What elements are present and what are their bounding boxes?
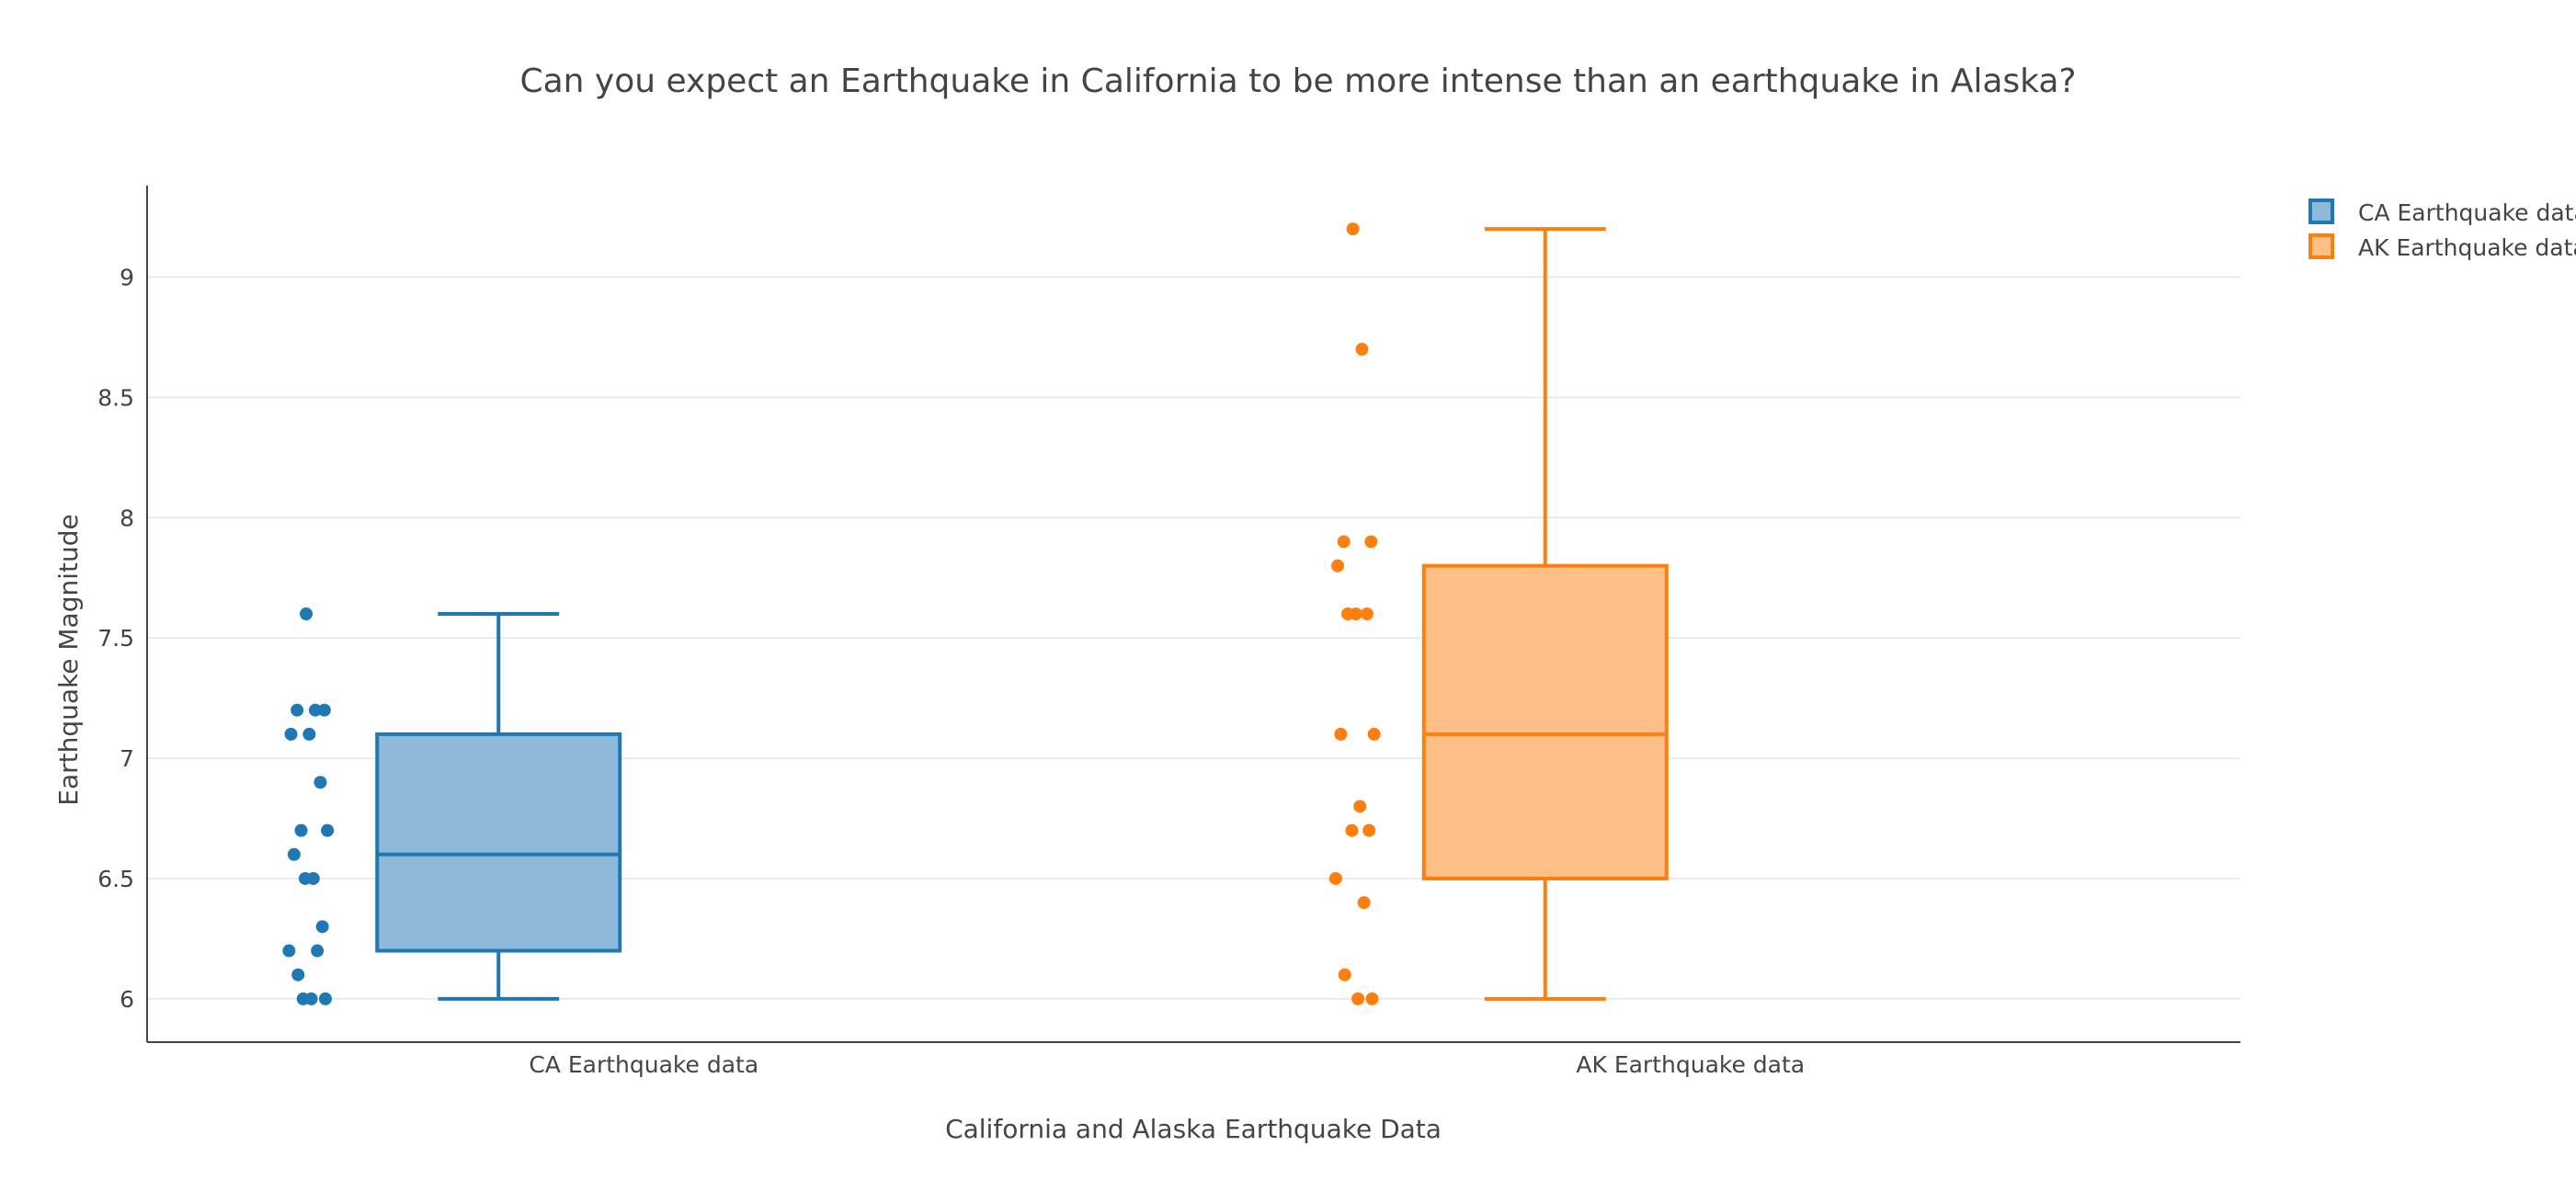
data-point[interactable] xyxy=(294,823,308,837)
data-point[interactable] xyxy=(1365,992,1379,1005)
y-tick-label: 6 xyxy=(120,986,134,1013)
series-0 xyxy=(282,607,622,1005)
y-tick-label: 8.5 xyxy=(97,384,134,411)
data-point[interactable] xyxy=(1331,559,1345,573)
data-point[interactable] xyxy=(287,847,301,861)
y-tick-label: 9 xyxy=(120,264,134,290)
y-tick-label: 6.5 xyxy=(97,866,134,892)
x-tick-label: CA Earthquake data xyxy=(529,1051,758,1078)
data-point[interactable] xyxy=(1362,823,1376,837)
data-point[interactable] xyxy=(1367,727,1381,741)
x-axis-ticks: CA Earthquake data AK Earthquake data xyxy=(529,1051,1805,1078)
series-layer xyxy=(282,222,1669,1005)
data-point[interactable] xyxy=(308,703,322,717)
data-point[interactable] xyxy=(302,727,316,741)
data-point[interactable] xyxy=(1338,968,1351,981)
series-1 xyxy=(1328,222,1669,1005)
data-point[interactable] xyxy=(315,920,329,934)
data-point[interactable] xyxy=(1334,727,1348,741)
data-point[interactable] xyxy=(1351,992,1365,1005)
legend-label: CA Earthquake data xyxy=(2358,199,2576,226)
data-point[interactable] xyxy=(298,871,312,885)
data-point[interactable] xyxy=(1346,222,1360,236)
data-point[interactable] xyxy=(317,703,331,717)
data-point[interactable] xyxy=(1353,800,1367,813)
data-point[interactable] xyxy=(1360,607,1373,620)
legend-item[interactable]: CA Earthquake data xyxy=(2308,199,2576,226)
y-axis-ticks: 6 6.5 7 7.5 8 8.5 9 xyxy=(97,264,134,1012)
data-point[interactable] xyxy=(1341,607,1355,620)
data-point[interactable] xyxy=(1345,823,1359,837)
data-point[interactable] xyxy=(291,703,304,717)
x-axis-title: California and Alaska Earthquake Data xyxy=(945,1114,1442,1144)
data-point[interactable] xyxy=(300,607,313,620)
data-point[interactable] xyxy=(1337,535,1351,549)
box[interactable] xyxy=(375,732,622,953)
data-point[interactable] xyxy=(318,992,332,1005)
data-point[interactable] xyxy=(1364,535,1378,549)
chart-title: Can you expect an Earthquake in Californ… xyxy=(519,62,2076,100)
data-point[interactable] xyxy=(311,944,325,958)
data-point[interactable] xyxy=(321,823,335,837)
data-point[interactable] xyxy=(291,968,305,981)
legend-item[interactable]: AK Earthquake data xyxy=(2308,233,2576,261)
legend-swatch xyxy=(2308,233,2334,259)
y-axis-title: Earthquake Magnitude xyxy=(53,514,84,805)
y-tick-label: 8 xyxy=(120,505,134,531)
data-point[interactable] xyxy=(296,992,310,1005)
x-tick-label: AK Earthquake data xyxy=(1576,1051,1805,1078)
data-point[interactable] xyxy=(313,776,327,789)
y-tick-label: 7.5 xyxy=(97,625,134,652)
data-point[interactable] xyxy=(1328,871,1342,885)
data-point[interactable] xyxy=(1355,343,1369,357)
data-point[interactable] xyxy=(282,944,296,958)
data-point[interactable] xyxy=(1357,896,1371,910)
data-point[interactable] xyxy=(284,727,298,741)
y-tick-label: 7 xyxy=(120,745,134,772)
legend-swatch xyxy=(2308,199,2334,224)
legend: CA Earthquake data AK Earthquake data xyxy=(2308,199,2576,261)
legend-label: AK Earthquake data xyxy=(2358,234,2576,261)
box[interactable] xyxy=(1421,563,1669,880)
